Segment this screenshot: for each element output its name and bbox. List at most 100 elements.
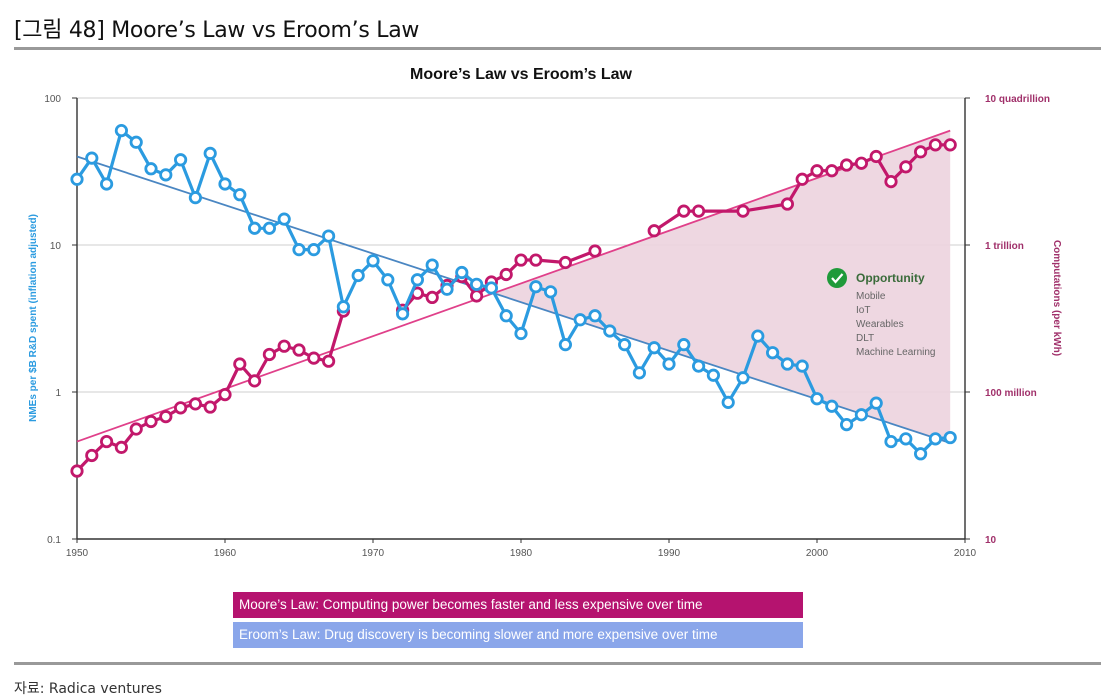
title-rule [14, 47, 1101, 50]
moore-point [884, 174, 898, 189]
eroom-series [70, 124, 957, 461]
eroom-point [617, 338, 632, 352]
eroom-point [854, 408, 869, 422]
y2-tick-label: 10 quadrillion [985, 94, 1050, 105]
eroom-trend-line [76, 155, 951, 444]
moore-point [174, 401, 188, 415]
moore-point [114, 440, 129, 454]
moore-point [913, 145, 928, 159]
eroom-point [174, 153, 188, 167]
eroom-point [736, 371, 750, 385]
eroom-point [514, 326, 528, 341]
y-tick-label: 10 [50, 241, 62, 252]
moore-point [85, 448, 99, 463]
eroom-point [899, 432, 913, 446]
eroom-point [129, 135, 143, 149]
eroom-point [366, 254, 380, 268]
legend-moore: Moore’s Law: Computing power becomes fas… [233, 592, 803, 618]
source-note: 자료: Radica ventures [14, 681, 162, 697]
eroom-point [647, 341, 661, 355]
eroom-point [410, 273, 424, 287]
opportunity-fill-area [494, 130, 951, 443]
eroom-point [558, 338, 573, 352]
moore-point [218, 388, 232, 402]
moore-point [588, 244, 602, 258]
moore-point [558, 255, 573, 270]
eroom-point [499, 309, 513, 323]
eroom-point [114, 124, 129, 138]
eroom-point [928, 432, 943, 446]
moore-point [321, 354, 336, 368]
eroom-point [85, 151, 99, 165]
bottom-rule [14, 662, 1101, 665]
eroom-point [810, 392, 824, 406]
y-tick-label: 100 [44, 94, 61, 105]
eroom-point [780, 357, 795, 371]
eroom-point [188, 191, 202, 205]
moore-point [691, 204, 706, 218]
eroom-point [321, 229, 336, 243]
annotation-item: DLT [856, 333, 874, 344]
moore-point [203, 400, 217, 414]
moore-point [854, 156, 869, 170]
moore-point [159, 410, 173, 424]
moore-point [899, 160, 913, 174]
eroom-point [839, 418, 854, 432]
eroom-point [795, 359, 809, 373]
moore-point [795, 172, 809, 186]
eroom-point [100, 177, 114, 191]
moore-point [736, 204, 750, 218]
moore-point [499, 267, 513, 282]
eroom-point [455, 265, 469, 280]
eroom-point [159, 168, 173, 182]
x-tick-label: 1960 [214, 548, 237, 559]
x-tick-label: 1950 [66, 548, 89, 559]
eroom-point [721, 395, 735, 409]
eroom-point [351, 268, 365, 283]
moore-point [529, 253, 543, 267]
eroom-point [277, 212, 291, 226]
y-axis-label: NMEs per $B R&D spent (inflation adjuste… [28, 214, 39, 422]
moore-point [810, 164, 824, 178]
eroom-point [825, 399, 839, 413]
moore-point [869, 149, 883, 164]
eroom-point [233, 188, 247, 202]
eroom-point [588, 309, 602, 323]
eroom-point [262, 221, 276, 235]
x-tick-label: 1980 [510, 548, 533, 559]
eroom-point [529, 280, 543, 294]
moore-point [70, 464, 84, 478]
moore-point [144, 414, 158, 429]
eroom-point [869, 396, 883, 410]
eroom-point [203, 146, 217, 160]
moore-point [100, 434, 114, 449]
eroom-point [395, 307, 410, 321]
annotation-item: Mobile [856, 291, 886, 302]
moore-point [943, 138, 957, 152]
eroom-point [440, 282, 454, 296]
annotation-item: Wearables [856, 319, 904, 330]
y-tick-label: 1 [55, 388, 61, 399]
moore-point [262, 347, 276, 362]
moore-point [780, 197, 795, 211]
x-tick-label: 1970 [362, 548, 385, 559]
eroom-point [751, 329, 765, 343]
eroom-point [943, 430, 957, 445]
eroom-point [691, 359, 706, 373]
opportunity-annotation: Opportunity Mobile IoT Wearables DLT Mac… [827, 268, 936, 358]
moore-point [307, 351, 321, 365]
x-tick-label: 2000 [806, 548, 829, 559]
eroom-point [913, 447, 928, 461]
x-tick-label: 1990 [658, 548, 681, 559]
y2-axis-label: Computations (per kWh) [1051, 240, 1062, 356]
moore-point [514, 253, 528, 267]
eroom-point [70, 172, 84, 186]
eroom-point [307, 243, 321, 257]
eroom-point [706, 368, 721, 382]
moore-point [928, 138, 943, 152]
moore-point [469, 289, 484, 303]
moore-point [233, 357, 247, 371]
annotation-title: Opportunity [856, 271, 925, 285]
y-tick-label: 0.1 [47, 535, 61, 546]
eroom-point [425, 258, 439, 272]
